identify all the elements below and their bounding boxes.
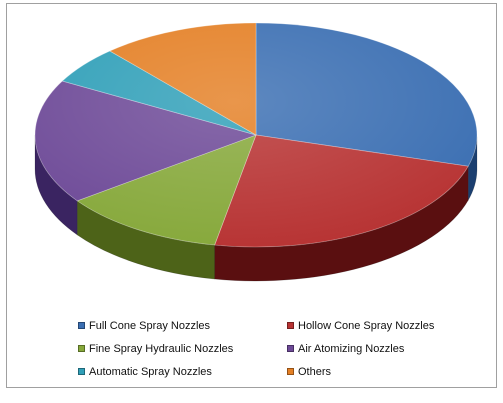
legend-item-others: Others bbox=[287, 366, 477, 378]
legend-item-hollow-cone: Hollow Cone Spray Nozzles bbox=[287, 320, 477, 332]
legend-item-fine-spray: Fine Spray Hydraulic Nozzles bbox=[78, 343, 287, 355]
legend-row: Full Cone Spray Nozzles Hollow Cone Spra… bbox=[78, 314, 478, 337]
legend-item-automatic: Automatic Spray Nozzles bbox=[78, 366, 287, 378]
legend-swatch bbox=[78, 368, 85, 375]
pie-highlight bbox=[35, 23, 477, 247]
legend-label: Hollow Cone Spray Nozzles bbox=[298, 319, 435, 332]
legend-item-full-cone: Full Cone Spray Nozzles bbox=[78, 320, 287, 332]
pie-chart bbox=[34, 22, 478, 282]
legend-label: Full Cone Spray Nozzles bbox=[89, 319, 211, 332]
legend-row: Fine Spray Hydraulic Nozzles Air Atomizi… bbox=[78, 337, 478, 360]
legend-swatch bbox=[287, 368, 294, 375]
legend-label: Air Atomizing Nozzles bbox=[298, 342, 405, 355]
legend-swatch bbox=[287, 322, 294, 329]
legend: Full Cone Spray Nozzles Hollow Cone Spra… bbox=[78, 314, 478, 383]
legend-label: Others bbox=[298, 365, 332, 378]
legend-swatch bbox=[78, 322, 85, 329]
legend-swatch bbox=[287, 345, 294, 352]
legend-row: Automatic Spray Nozzles Others bbox=[78, 360, 478, 383]
legend-item-air-atomizing: Air Atomizing Nozzles bbox=[287, 343, 477, 355]
legend-swatch bbox=[78, 345, 85, 352]
legend-label: Automatic Spray Nozzles bbox=[89, 365, 212, 378]
legend-label: Fine Spray Hydraulic Nozzles bbox=[89, 342, 234, 355]
